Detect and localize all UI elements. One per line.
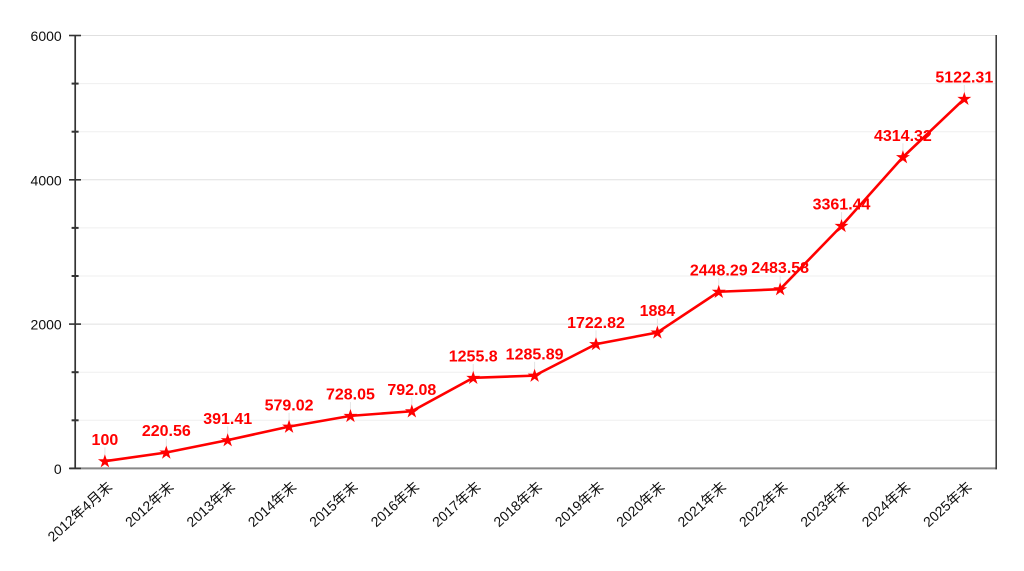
svg-text:0: 0 (54, 461, 62, 477)
svg-text:2448.29: 2448.29 (690, 262, 748, 279)
svg-text:1884: 1884 (640, 303, 676, 320)
svg-text:1255.8: 1255.8 (449, 348, 498, 365)
svg-text:5122.31: 5122.31 (935, 70, 993, 87)
svg-text:391.41: 391.41 (203, 411, 252, 428)
svg-text:220.56: 220.56 (142, 423, 191, 440)
svg-text:792.08: 792.08 (387, 382, 436, 399)
svg-text:579.02: 579.02 (265, 397, 314, 414)
svg-text:2483.58: 2483.58 (751, 260, 809, 277)
svg-text:2000: 2000 (31, 317, 62, 333)
svg-text:3361.44: 3361.44 (813, 197, 871, 214)
svg-text:4314.32: 4314.32 (874, 128, 932, 145)
svg-text:1722.82: 1722.82 (567, 315, 625, 332)
svg-text:1285.89: 1285.89 (506, 346, 564, 363)
svg-text:6000: 6000 (31, 28, 62, 44)
svg-text:728.05: 728.05 (326, 387, 375, 404)
svg-text:100: 100 (92, 432, 119, 449)
svg-text:4000: 4000 (31, 172, 62, 188)
